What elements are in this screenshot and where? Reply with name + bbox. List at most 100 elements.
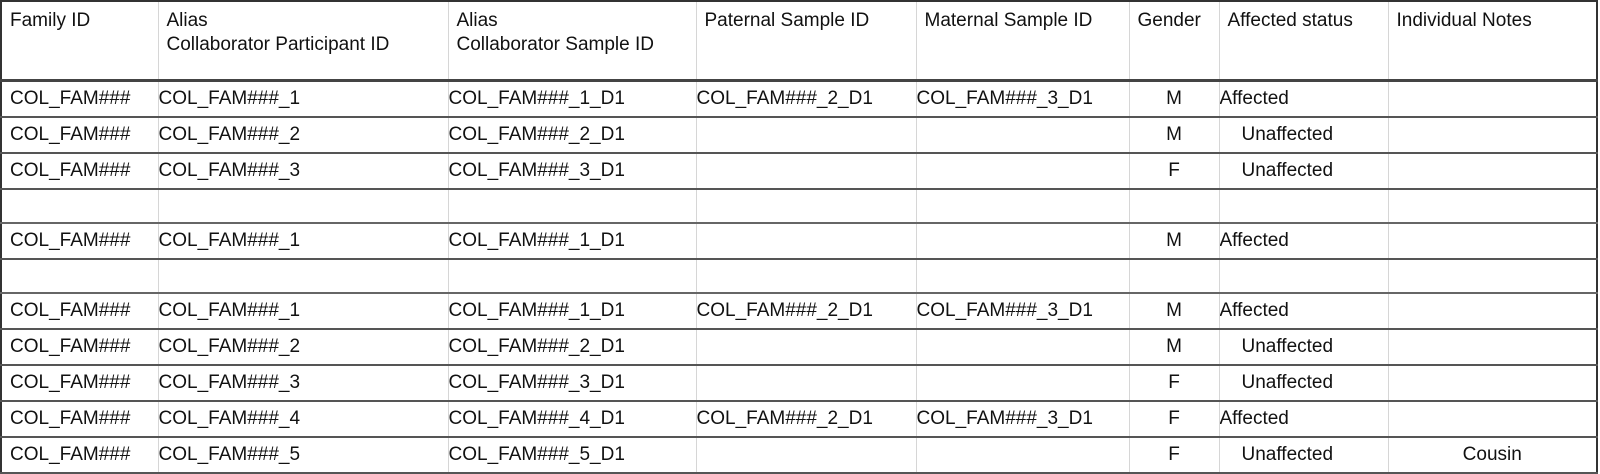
participant-id-cell: COL_FAM###_4 <box>158 401 449 438</box>
header-sample-id: Alias Collaborator Sample ID <box>448 0 697 81</box>
gender-cell: M <box>1129 117 1220 154</box>
paternal-id-cell: COL_FAM###_2_D1 <box>696 80 917 118</box>
header-participant-alias: Alias <box>166 10 208 31</box>
affected-cell: Unaffected <box>1219 365 1389 402</box>
sample-id-cell: COL_FAM###_1_D1 <box>448 223 697 260</box>
header-sample-alias: Alias <box>456 10 498 31</box>
header-participant-id: Alias Collaborator Participant ID <box>158 0 449 81</box>
header-paternal-label: Paternal Sample ID <box>704 10 870 31</box>
table-row: COL_FAM### COL_FAM###_2 COL_FAM###_2_D1 … <box>0 117 1598 154</box>
family-id-cell: COL_FAM### <box>0 365 159 402</box>
maternal-id-cell <box>916 153 1130 190</box>
sample-id-cell: COL_FAM###_3_D1 <box>448 153 697 190</box>
maternal-id-cell <box>916 117 1130 154</box>
maternal-id-cell <box>916 223 1130 260</box>
notes-cell <box>1388 365 1598 402</box>
family-id-cell: COL_FAM### <box>0 293 159 330</box>
affected-cell: Unaffected <box>1219 437 1389 474</box>
notes-cell <box>1388 293 1598 330</box>
participant-id-cell: COL_FAM###_1 <box>158 293 449 330</box>
header-affected: Affected status <box>1219 0 1389 81</box>
header-participant-id-label: Collaborator Participant ID <box>166 34 390 55</box>
table-row: COL_FAM### COL_FAM###_2 COL_FAM###_2_D1 … <box>0 329 1598 366</box>
gender-cell: F <box>1129 153 1220 190</box>
sample-id-cell: COL_FAM###_4_D1 <box>448 401 697 438</box>
spacer-row <box>0 259 1598 294</box>
participant-id-cell: COL_FAM###_3 <box>158 153 449 190</box>
notes-cell: Cousin <box>1388 437 1598 474</box>
gender-cell: M <box>1129 80 1220 118</box>
affected-cell: Unaffected <box>1219 329 1389 366</box>
header-paternal: Paternal Sample ID <box>696 0 917 81</box>
paternal-id-cell <box>696 437 917 474</box>
affected-cell: Unaffected <box>1219 153 1389 190</box>
gender-cell: M <box>1129 223 1220 260</box>
header-affected-label: Affected status <box>1227 10 1353 31</box>
header-maternal-label: Maternal Sample ID <box>924 10 1093 31</box>
gender-cell: F <box>1129 437 1220 474</box>
maternal-id-cell: COL_FAM###_3_D1 <box>916 401 1130 438</box>
participant-id-cell: COL_FAM###_5 <box>158 437 449 474</box>
notes-cell <box>1388 117 1598 154</box>
header-notes: Individual Notes <box>1388 0 1598 81</box>
header-family-id: Family ID <box>0 0 159 81</box>
gender-cell: F <box>1129 365 1220 402</box>
participant-id-cell: COL_FAM###_2 <box>158 329 449 366</box>
sample-id-cell: COL_FAM###_2_D1 <box>448 329 697 366</box>
table-row: COL_FAM### COL_FAM###_3 COL_FAM###_3_D1 … <box>0 153 1598 190</box>
affected-cell: Affected <box>1219 293 1389 330</box>
spacer-row <box>0 189 1598 224</box>
header-notes-label: Individual Notes <box>1396 10 1532 31</box>
family-id-cell: COL_FAM### <box>0 437 159 474</box>
gender-cell: F <box>1129 401 1220 438</box>
notes-cell <box>1388 329 1598 366</box>
maternal-id-cell: COL_FAM###_3_D1 <box>916 293 1130 330</box>
table-row: COL_FAM### COL_FAM###_1 COL_FAM###_1_D1 … <box>0 80 1598 118</box>
family-id-cell: COL_FAM### <box>0 153 159 190</box>
maternal-id-cell: COL_FAM###_3_D1 <box>916 80 1130 118</box>
notes-cell <box>1388 223 1598 260</box>
table-row: COL_FAM### COL_FAM###_3 COL_FAM###_3_D1 … <box>0 365 1598 402</box>
maternal-id-cell <box>916 365 1130 402</box>
sample-id-cell: COL_FAM###_2_D1 <box>448 117 697 154</box>
paternal-id-cell <box>696 223 917 260</box>
table-row: COL_FAM### COL_FAM###_1 COL_FAM###_1_D1 … <box>0 293 1598 330</box>
affected-cell: Affected <box>1219 223 1389 260</box>
notes-cell <box>1388 153 1598 190</box>
affected-cell: Affected <box>1219 401 1389 438</box>
family-id-cell: COL_FAM### <box>0 329 159 366</box>
maternal-id-cell <box>916 437 1130 474</box>
notes-cell <box>1388 401 1598 438</box>
table-row: COL_FAM### COL_FAM###_4 COL_FAM###_4_D1 … <box>0 401 1598 438</box>
sample-id-cell: COL_FAM###_3_D1 <box>448 365 697 402</box>
header-maternal: Maternal Sample ID <box>916 0 1130 81</box>
family-id-cell: COL_FAM### <box>0 401 159 438</box>
paternal-id-cell <box>696 117 917 154</box>
header-row: Family ID Alias Collaborator Participant … <box>0 0 1598 81</box>
gender-cell: M <box>1129 293 1220 330</box>
paternal-id-cell <box>696 153 917 190</box>
paternal-id-cell: COL_FAM###_2_D1 <box>696 401 917 438</box>
sample-id-cell: COL_FAM###_1_D1 <box>448 80 697 118</box>
affected-cell: Unaffected <box>1219 117 1389 154</box>
participant-id-cell: COL_FAM###_3 <box>158 365 449 402</box>
table-row: COL_FAM### COL_FAM###_1 COL_FAM###_1_D1 … <box>0 223 1598 260</box>
participant-id-cell: COL_FAM###_1 <box>158 80 449 118</box>
affected-cell: Affected <box>1219 80 1389 118</box>
table-row: COL_FAM### COL_FAM###_5 COL_FAM###_5_D1 … <box>0 437 1598 474</box>
sample-id-cell: COL_FAM###_1_D1 <box>448 293 697 330</box>
gender-cell: M <box>1129 329 1220 366</box>
paternal-id-cell: COL_FAM###_2_D1 <box>696 293 917 330</box>
header-sample-id-label: Collaborator Sample ID <box>456 34 654 55</box>
participant-id-cell: COL_FAM###_1 <box>158 223 449 260</box>
paternal-id-cell <box>696 365 917 402</box>
header-family-id-label: Family ID <box>10 10 91 31</box>
paternal-id-cell <box>696 329 917 366</box>
family-id-cell: COL_FAM### <box>0 223 159 260</box>
notes-cell <box>1388 80 1598 118</box>
maternal-id-cell <box>916 329 1130 366</box>
header-gender: Gender <box>1129 0 1220 81</box>
family-id-cell: COL_FAM### <box>0 117 159 154</box>
